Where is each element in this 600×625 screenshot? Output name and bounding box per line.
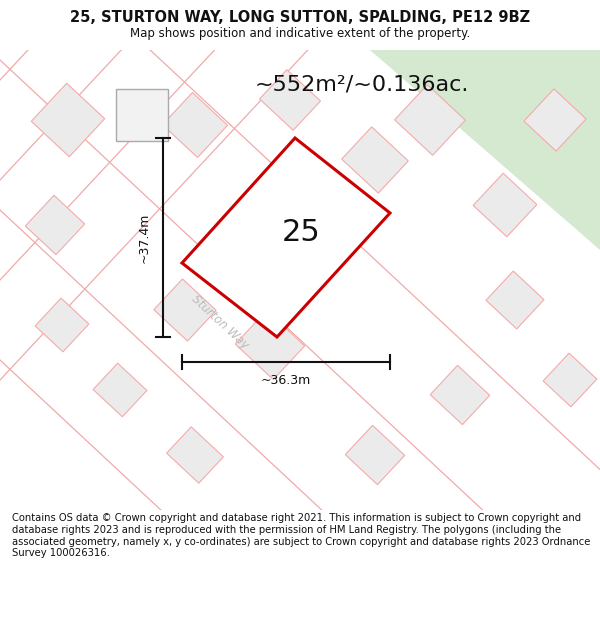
- Polygon shape: [473, 173, 537, 237]
- Polygon shape: [167, 427, 223, 483]
- Text: Map shows position and indicative extent of the property.: Map shows position and indicative extent…: [130, 27, 470, 40]
- Polygon shape: [116, 89, 168, 141]
- Polygon shape: [524, 89, 586, 151]
- Polygon shape: [182, 138, 390, 337]
- Polygon shape: [235, 311, 305, 379]
- Polygon shape: [260, 69, 320, 131]
- Polygon shape: [345, 426, 405, 484]
- Text: Contains OS data © Crown copyright and database right 2021. This information is : Contains OS data © Crown copyright and d…: [12, 514, 590, 558]
- Polygon shape: [154, 279, 216, 341]
- Polygon shape: [342, 127, 408, 193]
- Polygon shape: [35, 298, 89, 352]
- Polygon shape: [395, 85, 466, 155]
- Polygon shape: [163, 92, 227, 158]
- Polygon shape: [31, 83, 105, 157]
- Text: 25: 25: [281, 218, 320, 248]
- Polygon shape: [25, 196, 85, 254]
- Polygon shape: [370, 50, 600, 250]
- Text: ~36.3m: ~36.3m: [261, 374, 311, 387]
- Text: Sturton Way: Sturton Way: [189, 292, 251, 352]
- Text: 25, STURTON WAY, LONG SUTTON, SPALDING, PE12 9BZ: 25, STURTON WAY, LONG SUTTON, SPALDING, …: [70, 10, 530, 25]
- Polygon shape: [543, 353, 597, 407]
- Polygon shape: [93, 363, 147, 417]
- Polygon shape: [486, 271, 544, 329]
- Text: ~37.4m: ~37.4m: [138, 213, 151, 262]
- Text: ~552m²/~0.136ac.: ~552m²/~0.136ac.: [255, 75, 469, 95]
- Polygon shape: [430, 366, 490, 424]
